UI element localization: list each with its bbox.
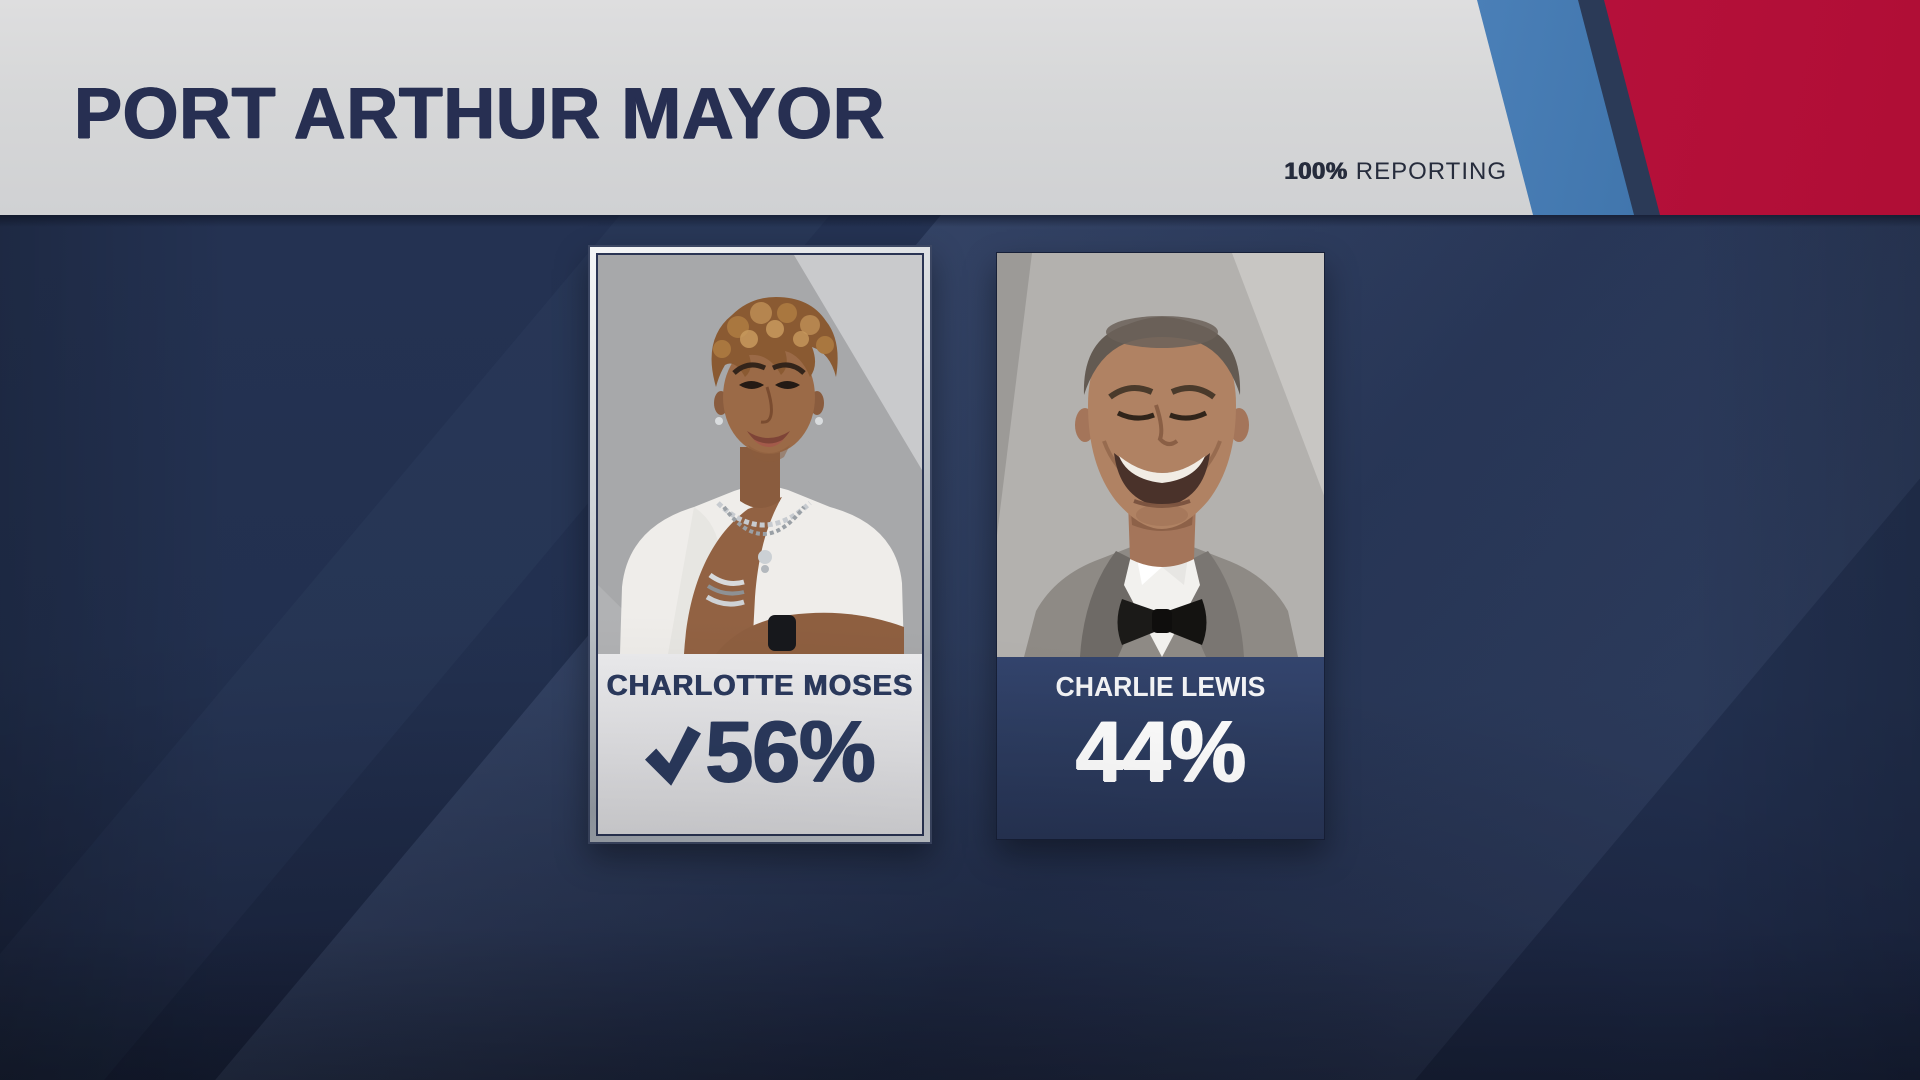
winner-label-panel: CHARLOTTE MOSES 56%	[598, 654, 922, 834]
portrait-charlie-lewis	[997, 253, 1324, 657]
winner-card-frame-inner: CHARLOTTE MOSES 56%	[596, 253, 924, 836]
challenger-label-panel: CHARLIE LEWIS 44%	[997, 657, 1324, 839]
portrait-charlotte-moses	[598, 255, 922, 654]
candidate-card-winner: CHARLOTTE MOSES 56%	[588, 245, 932, 844]
header-drop-shadow	[0, 215, 1920, 227]
reporting-status: 100% REPORTING	[1284, 158, 1507, 186]
winner-check-icon	[645, 726, 702, 787]
charlie-lewis-photo	[997, 253, 1324, 657]
candidate-percent: 56%	[705, 704, 875, 801]
candidate-name: CHARLIE LEWIS	[1055, 671, 1266, 702]
background-vignette	[0, 215, 1920, 1080]
reporting-percent: 100%	[1284, 158, 1348, 185]
reporting-label: REPORTING	[1355, 158, 1507, 185]
charlotte-moses-photo	[598, 255, 922, 654]
winner-result-row: 56%	[645, 704, 876, 801]
results-board: CHARLOTTE MOSES 56%	[0, 215, 1920, 1080]
candidate-name: CHARLOTTE MOSES	[606, 670, 914, 702]
race-title: PORT ARTHUR MAYOR	[74, 74, 886, 154]
candidate-card-challenger: CHARLIE LEWIS 44%	[996, 252, 1325, 840]
candidate-percent: 44%	[1075, 704, 1246, 801]
header-band: PORT ARTHUR MAYOR 100% REPORTING	[0, 0, 1920, 215]
